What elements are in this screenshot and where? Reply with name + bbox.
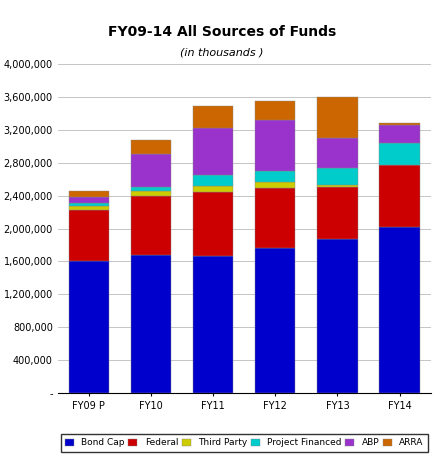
Bar [255, 120, 295, 171]
Bar [317, 239, 358, 393]
Bar [131, 186, 171, 191]
Bar [255, 171, 295, 182]
Bar [68, 261, 109, 393]
Bar [68, 210, 109, 261]
Bar [379, 227, 420, 393]
Bar [317, 187, 358, 239]
Bar [317, 185, 358, 187]
Bar [193, 186, 233, 192]
Bar [255, 248, 295, 393]
Bar [131, 255, 171, 393]
Bar [131, 140, 171, 154]
Bar [379, 165, 420, 227]
Text: (in thousands ): (in thousands ) [180, 48, 264, 58]
Bar [193, 175, 233, 186]
Bar [193, 256, 233, 393]
Bar [193, 128, 233, 175]
Bar [193, 192, 233, 256]
Bar [131, 191, 171, 196]
Bar [317, 168, 358, 185]
Bar [193, 106, 233, 128]
Bar [379, 143, 420, 165]
Bar [255, 182, 295, 188]
Bar [131, 196, 171, 255]
Bar [68, 206, 109, 210]
Bar [317, 97, 358, 138]
Bar [255, 101, 295, 120]
Text: FY09-14 All Sources of Funds: FY09-14 All Sources of Funds [108, 25, 336, 39]
Bar [68, 197, 109, 203]
Bar [68, 191, 109, 197]
Bar [379, 123, 420, 125]
Bar [379, 125, 420, 143]
Bar [68, 203, 109, 206]
Bar [131, 154, 171, 186]
Bar [255, 188, 295, 248]
Legend: Bond Cap, Federal, Third Party, Project Financed, ABP, ARRA: Bond Cap, Federal, Third Party, Project … [60, 434, 428, 452]
Bar [317, 138, 358, 168]
